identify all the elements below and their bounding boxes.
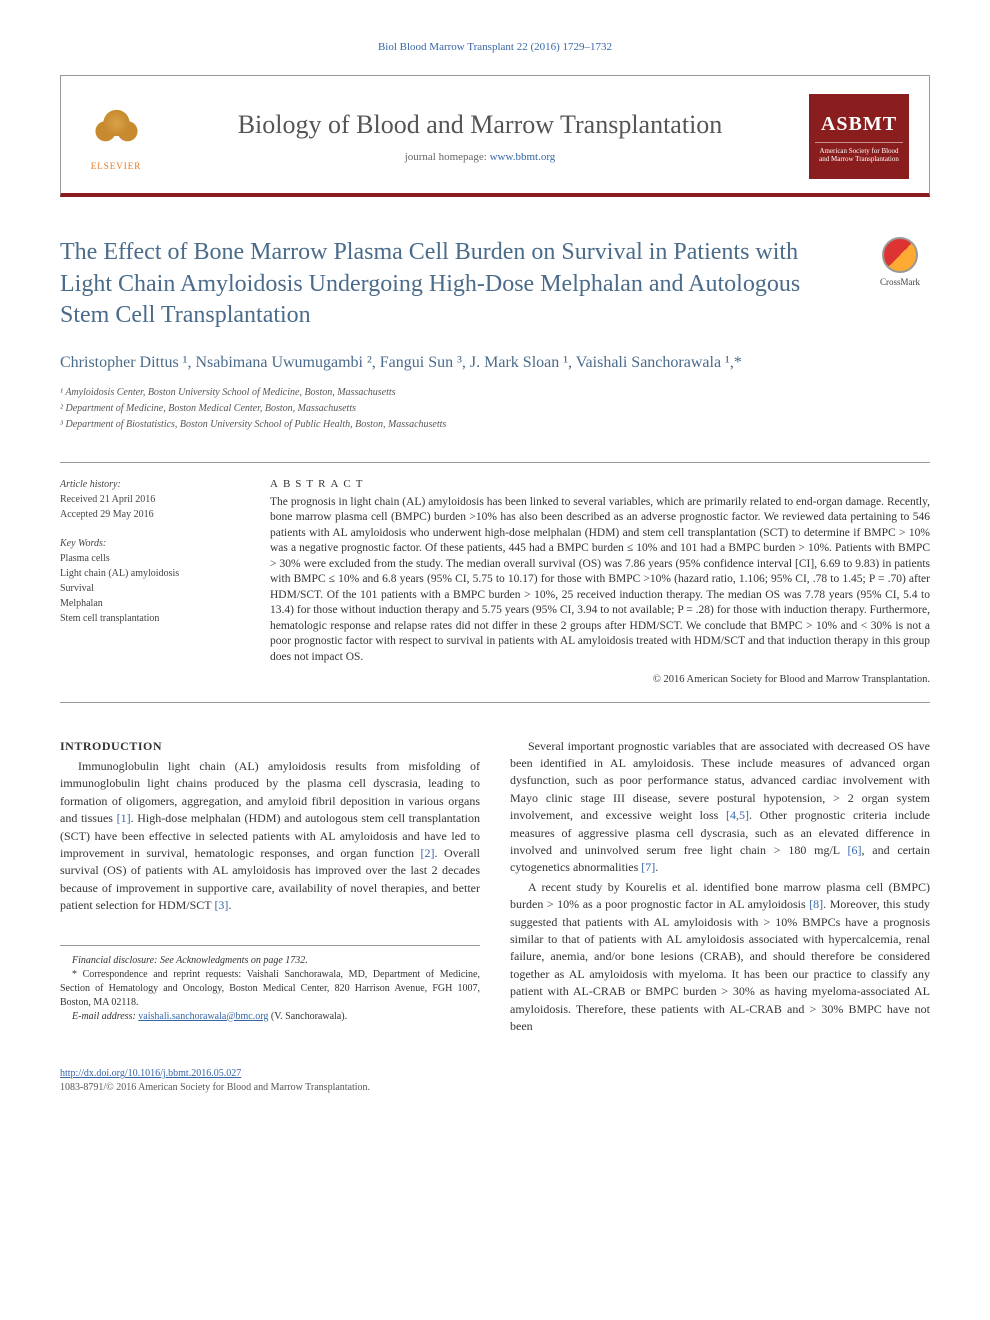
intro-head: INTRODUCTION [60,738,480,755]
abstract-copyright: © 2016 American Society for Blood and Ma… [270,673,930,687]
body-text: INTRODUCTION Immunoglobulin light chain … [60,738,930,1038]
keyword: Survival [60,581,240,596]
doi-link[interactable]: http://dx.doi.org/10.1016/j.bbmt.2016.05… [60,1068,241,1079]
financial-text: Financial disclosure: See Acknowledgment… [72,955,308,966]
article-meta: Article history: Received 21 April 2016 … [60,477,240,688]
homepage-link[interactable]: www.bbmt.org [490,151,556,163]
keyword: Light chain (AL) amyloidosis [60,566,240,581]
abstract-head: ABSTRACT [270,477,930,492]
asbmt-abbrev: ASBMT [821,110,897,138]
homepage-label: journal homepage: [405,151,490,163]
email-suffix: (V. Sanchorawala). [268,1011,347,1022]
affiliation: ¹ Amyloidosis Center, Boston University … [60,385,930,400]
left-column: INTRODUCTION Immunoglobulin light chain … [60,738,480,1038]
paragraph: Several important prognostic variables t… [510,738,930,877]
accepted-date: Accepted 29 May 2016 [60,507,240,522]
article-title: The Effect of Bone Marrow Plasma Cell Bu… [60,237,850,331]
crossmark-label: CrossMark [880,276,920,289]
email-line: E-mail address: vaishali.sanchorawala@bm… [60,1010,480,1024]
journal-title-block: Biology of Blood and Marrow Transplantat… [171,109,789,166]
financial-disclosure: Financial disclosure: See Acknowledgment… [60,954,480,968]
crossmark-icon [882,237,918,273]
asbmt-full: American Society for Blood and Marrow Tr… [815,142,903,164]
email-label: E-mail address: [72,1011,138,1022]
elsevier-text: ELSEVIER [91,160,142,173]
paragraph: A recent study by Kourelis et al. identi… [510,879,930,1036]
history-label: Article history: [60,477,240,492]
abstract-text: The prognosis in light chain (AL) amyloi… [270,495,930,666]
keyword: Plasma cells [60,551,240,566]
email-link[interactable]: vaishali.sanchorawala@bmc.org [138,1011,268,1022]
issn-line: 1083-8791/© 2016 American Society for Bl… [60,1081,930,1095]
received-date: Received 21 April 2016 [60,492,240,507]
footnotes: Financial disclosure: See Acknowledgment… [60,945,480,1024]
affiliations: ¹ Amyloidosis Center, Boston University … [60,385,930,432]
journal-title: Biology of Blood and Marrow Transplantat… [171,109,789,140]
elsevier-tree-icon [89,101,144,156]
paragraph: Immunoglobulin light chain (AL) amyloido… [60,758,480,915]
affiliation: ³ Department of Biostatistics, Boston Un… [60,417,930,432]
journal-header: ELSEVIER Biology of Blood and Marrow Tra… [60,75,930,197]
running-head: Biol Blood Marrow Transplant 22 (2016) 1… [60,40,930,55]
abstract: ABSTRACT The prognosis in light chain (A… [270,477,930,688]
keywords-label: Key Words: [60,536,240,551]
journal-homepage: journal homepage: www.bbmt.org [171,150,789,165]
keyword: Melphalan [60,596,240,611]
footer: http://dx.doi.org/10.1016/j.bbmt.2016.05… [60,1067,930,1095]
right-column: Several important prognostic variables t… [510,738,930,1038]
correspondence: * Correspondence and reprint requests: V… [60,968,480,1010]
asbmt-logo: ASBMT American Society for Blood and Mar… [809,94,909,179]
crossmark-badge[interactable]: CrossMark [870,237,930,289]
elsevier-logo: ELSEVIER [81,97,151,177]
keyword: Stem cell transplantation [60,611,240,626]
affiliation: ² Department of Medicine, Boston Medical… [60,401,930,416]
authors: Christopher Dittus ¹, Nsabimana Uwumugam… [60,351,930,375]
